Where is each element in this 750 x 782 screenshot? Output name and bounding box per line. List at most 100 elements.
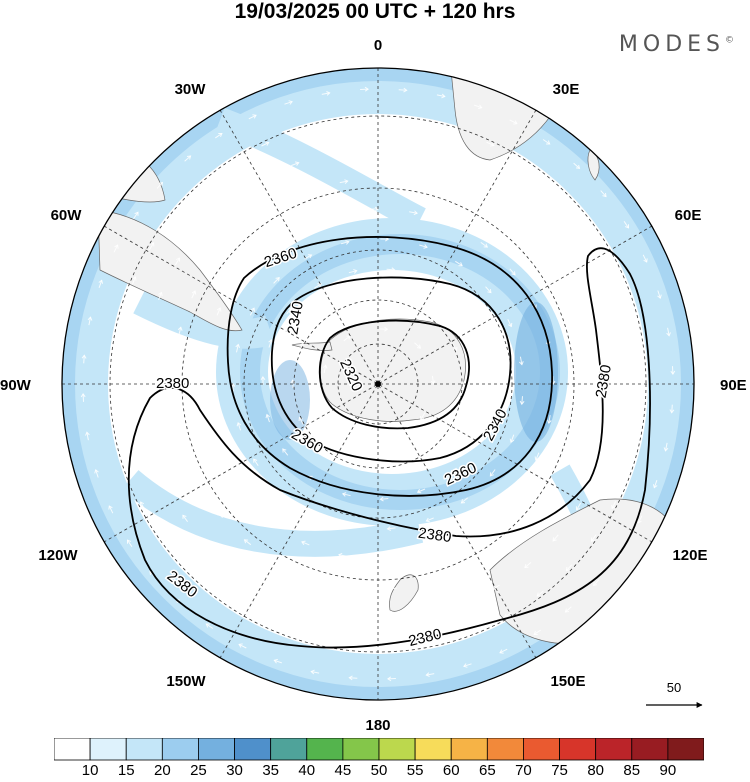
- wind-vector: [301, 541, 310, 546]
- wind-vector: [159, 535, 166, 543]
- wind-vector-head: [311, 576, 316, 582]
- lon-label-30e: 30E: [553, 81, 580, 98]
- colorbar-swatch: [523, 738, 560, 761]
- wind-vector-head: [666, 332, 671, 337]
- wind-vector-head: [413, 210, 418, 216]
- wind-vector-head: [206, 544, 211, 550]
- lon-label-180: 180: [365, 717, 390, 734]
- wind-vector: [426, 517, 434, 522]
- wind-vector-head: [341, 492, 347, 497]
- wind-vector: [342, 493, 351, 497]
- wind-vector-head: [490, 142, 495, 147]
- wind-vector-head: [511, 271, 516, 276]
- lon-label-90w: 90W: [0, 377, 32, 394]
- wind-vector-head: [325, 402, 330, 407]
- wind-vector: [454, 298, 462, 305]
- wind-vector-head: [590, 537, 596, 542]
- wind-vector: [419, 613, 428, 616]
- jet-max-southwest: [270, 360, 310, 440]
- wind-vector: [552, 534, 559, 542]
- wind-vector-head: [425, 672, 430, 677]
- wind-vector: [392, 465, 401, 469]
- contour-label: 2380: [417, 525, 452, 546]
- wind-vector: [544, 265, 551, 273]
- wind-vector: [520, 160, 528, 166]
- wind-vector-head: [546, 140, 551, 145]
- wind-vector-head: [453, 538, 458, 543]
- wind-vector-head: [199, 226, 204, 231]
- wind-vector: [184, 155, 191, 162]
- wind-vector-head: [378, 116, 383, 122]
- wind-vector: [304, 606, 313, 611]
- wind-vector-head: [81, 354, 87, 359]
- wind-vector-head: [593, 471, 598, 477]
- wind-vector: [601, 241, 607, 250]
- wind-vector: [286, 307, 292, 315]
- wind-vector: [205, 344, 208, 353]
- wind-vector: [653, 480, 658, 488]
- wind-vector: [443, 157, 452, 162]
- wind-vector-head: [416, 551, 421, 557]
- land-south-america-east: [104, 149, 166, 203]
- wind-vector-head: [602, 319, 607, 325]
- wind-vector-head: [150, 242, 155, 247]
- colorbar-tick-label: 15: [117, 762, 135, 779]
- wind-vector-head: [526, 521, 531, 526]
- wind-vector: [182, 515, 189, 522]
- wind-vector-head: [657, 294, 662, 299]
- wind-vector-head: [324, 314, 329, 319]
- wind-vector-head: [550, 490, 555, 495]
- wind-vector-head: [387, 435, 392, 441]
- wind-vector: [463, 663, 472, 667]
- wind-vector: [316, 641, 325, 645]
- contour-label: 2380: [407, 625, 443, 650]
- wind-vector: [323, 365, 327, 374]
- wind-vector: [310, 512, 319, 517]
- wind-vector-head: [423, 244, 428, 249]
- wind-vector-head: [523, 161, 529, 166]
- wind-vector-head: [519, 361, 524, 366]
- wind-vector: [215, 133, 223, 139]
- wind-vector-head: [108, 505, 113, 510]
- wind-vector: [455, 260, 463, 267]
- wind-vector: [355, 299, 364, 303]
- wind-vector: [297, 128, 306, 132]
- wind-vector: [489, 469, 496, 477]
- wind-vector-head: [98, 279, 104, 284]
- contour-label: 2380: [593, 363, 616, 399]
- wind-vector-head: [279, 629, 284, 634]
- wind-vector-head: [457, 300, 462, 305]
- wind-vector: [452, 343, 458, 351]
- wind-vector: [392, 299, 401, 303]
- wind-vector: [158, 292, 162, 301]
- wind-vector: [564, 299, 569, 307]
- wind-vector: [338, 554, 347, 557]
- contour-2320: [318, 319, 470, 430]
- wind-vector: [291, 162, 299, 167]
- wind-vector: [235, 274, 242, 282]
- wind-vector-head: [524, 563, 529, 569]
- wind-vector: [284, 101, 293, 105]
- wind-vector: [566, 564, 573, 571]
- colorbar-swatch: [89, 738, 127, 761]
- wind-vector-head: [522, 237, 527, 243]
- jet-branch-west: [133, 286, 275, 349]
- wind-vector-head: [364, 86, 370, 92]
- wind-vector-head: [140, 366, 146, 372]
- wind-vector: [268, 520, 276, 527]
- wind-vector: [98, 280, 103, 288]
- wind-vector: [227, 160, 235, 166]
- wind-vector: [206, 623, 214, 629]
- wind-vector-head: [268, 339, 273, 344]
- wind-vector-head: [416, 119, 421, 125]
- lon-label-30w: 30W: [175, 81, 207, 98]
- wind-vector-head: [632, 316, 637, 322]
- wind-vector-head: [639, 355, 644, 360]
- wind-vector: [568, 451, 572, 460]
- wind-vector-head: [163, 480, 168, 485]
- wind-vector-head: [348, 675, 353, 681]
- wind-vector: [86, 432, 89, 441]
- wind-vector: [632, 312, 636, 321]
- wind-vector: [116, 428, 119, 437]
- wind-vector: [665, 442, 668, 451]
